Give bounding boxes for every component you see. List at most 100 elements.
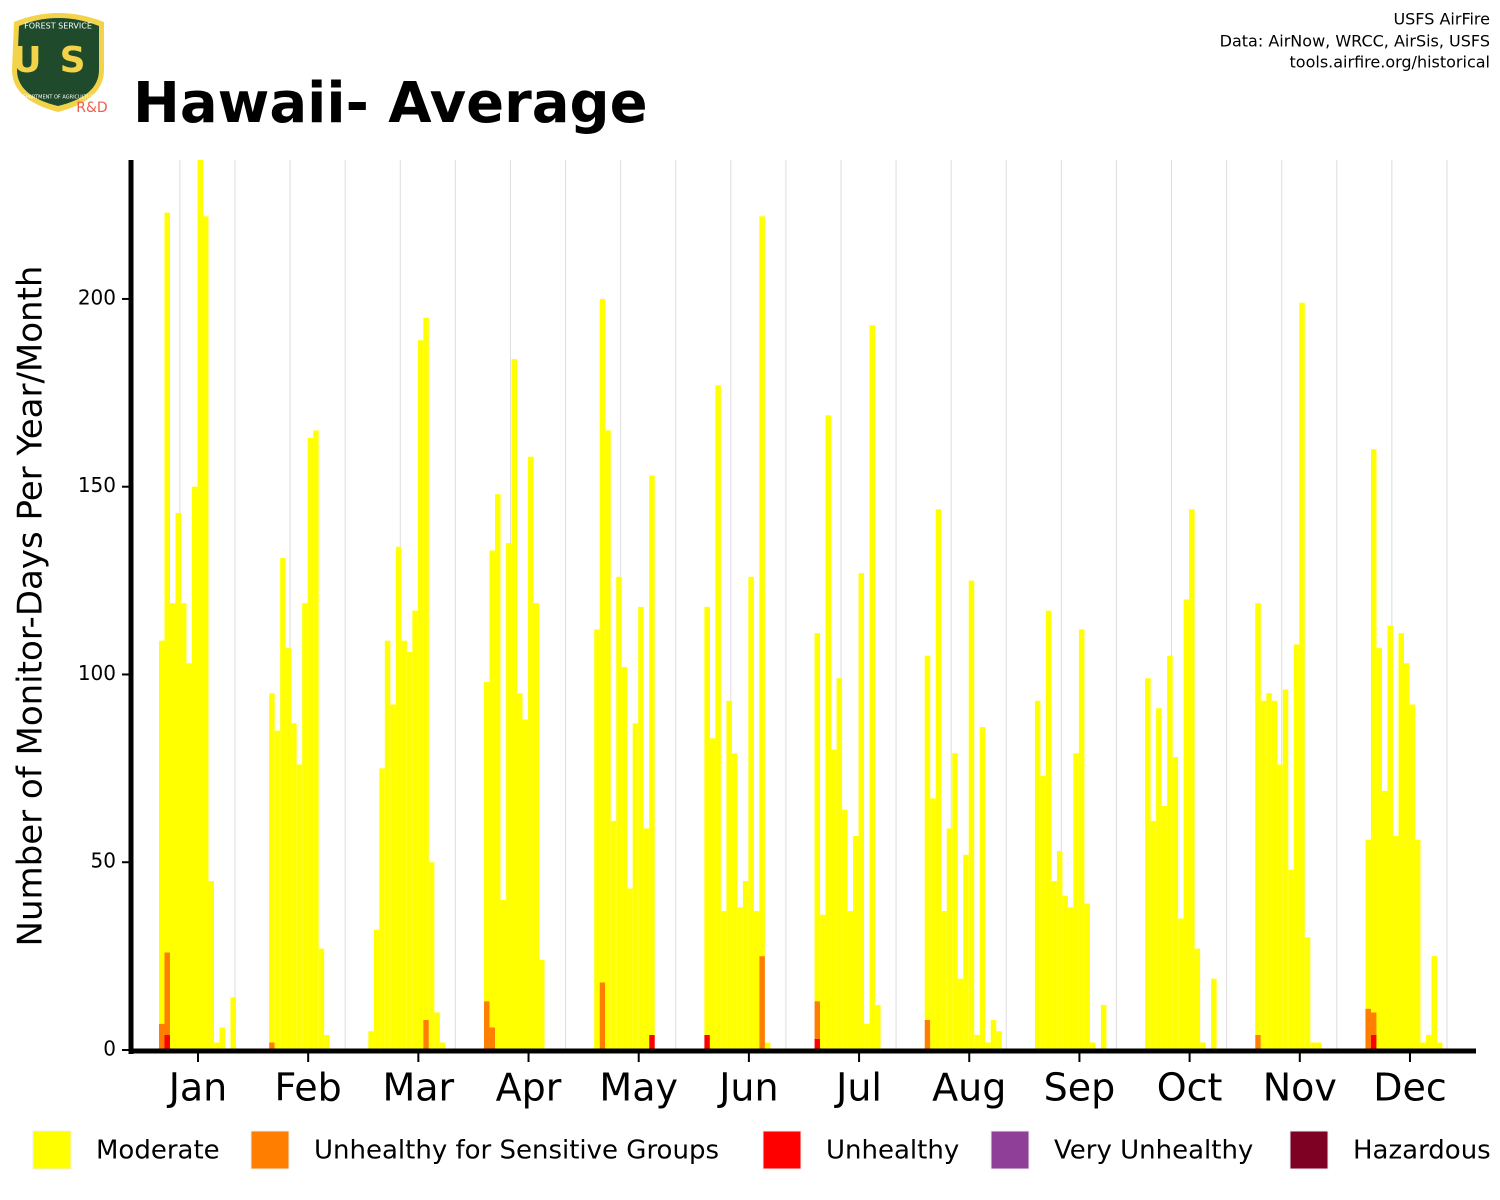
bar-segment bbox=[924, 655, 931, 1020]
x-tick-label: May bbox=[599, 1066, 678, 1110]
bar-segment bbox=[858, 573, 865, 1050]
bar-segment bbox=[324, 1034, 330, 1050]
legend-swatch bbox=[250, 1130, 290, 1170]
bar-segment bbox=[1056, 850, 1063, 1050]
bar-segment bbox=[175, 512, 181, 1050]
bar-segment bbox=[985, 1042, 991, 1050]
y-tick-label: 50 bbox=[91, 849, 116, 873]
bar-segment bbox=[285, 648, 292, 1050]
x-tick-label: Aug bbox=[932, 1066, 1006, 1110]
bar-segment bbox=[1183, 599, 1190, 1050]
bar-segment bbox=[1381, 790, 1388, 1050]
bar-segment bbox=[1315, 1042, 1322, 1050]
bar-segment bbox=[511, 359, 518, 1050]
bar-segment bbox=[1420, 1042, 1426, 1050]
bar-segment bbox=[764, 1042, 771, 1050]
bar-segment bbox=[368, 1031, 374, 1050]
y-tick-label: 100 bbox=[78, 661, 116, 685]
bar-segment bbox=[1150, 820, 1157, 1050]
bar-segment bbox=[280, 558, 286, 1050]
bar-segment bbox=[814, 1001, 821, 1039]
bar-segment bbox=[164, 1034, 170, 1050]
bar-segment bbox=[495, 494, 501, 1050]
y-tick-label: 150 bbox=[78, 473, 116, 497]
bar-segment bbox=[924, 1019, 931, 1050]
bar-segment bbox=[313, 430, 319, 1050]
bar-segment bbox=[649, 475, 655, 1035]
bar-segment bbox=[384, 640, 391, 1050]
bar-segment bbox=[395, 546, 402, 1050]
x-tick-label: Sep bbox=[1044, 1066, 1116, 1110]
bar-segment bbox=[186, 663, 192, 1050]
bar-segment bbox=[423, 1019, 429, 1050]
bar-segment bbox=[158, 1023, 165, 1050]
legend-label: Unhealthy for Sensitive Groups bbox=[314, 1136, 719, 1166]
bar-segment bbox=[1255, 603, 1261, 1035]
bar-segment bbox=[417, 340, 424, 1050]
bar-segment bbox=[522, 719, 529, 1050]
bar-segment bbox=[1409, 704, 1415, 1050]
x-tick-label: Mar bbox=[382, 1066, 454, 1110]
bar-segment bbox=[1062, 896, 1068, 1050]
bar-segment bbox=[869, 325, 876, 1050]
bar-segment bbox=[814, 633, 821, 1002]
bar-segment bbox=[990, 1019, 997, 1050]
bar-segment bbox=[434, 1012, 440, 1050]
bar-segment bbox=[208, 881, 214, 1050]
bar-segment bbox=[748, 576, 754, 1050]
y-tick-label: 200 bbox=[78, 285, 116, 309]
bar-segment bbox=[831, 749, 837, 1050]
bar-segment bbox=[1282, 689, 1289, 1050]
legend-label: Unhealthy bbox=[826, 1136, 959, 1166]
bar-segment bbox=[517, 693, 523, 1050]
bar-segment bbox=[489, 1027, 496, 1050]
bar-segment bbox=[1392, 835, 1399, 1050]
legend-swatch bbox=[1289, 1130, 1329, 1170]
bar-segment bbox=[731, 753, 738, 1050]
y-tick-label: 0 bbox=[103, 1037, 116, 1061]
credit: Data: AirNow, WRCC, AirSis, USFS bbox=[1220, 32, 1490, 51]
bar-segment bbox=[1045, 610, 1052, 1050]
x-tick-label: Apr bbox=[496, 1066, 562, 1110]
bar-segment bbox=[643, 828, 650, 1050]
bar-segment bbox=[935, 509, 942, 1051]
logo-shield bbox=[17, 18, 99, 106]
bar-segment bbox=[484, 1001, 490, 1050]
bar-segment bbox=[1178, 918, 1184, 1050]
logo-top: FOREST SERVICE bbox=[24, 22, 92, 31]
bar-segment bbox=[1100, 1004, 1107, 1050]
bar-segment bbox=[191, 486, 198, 1050]
bar-segment bbox=[1034, 700, 1041, 1050]
bar-segment bbox=[539, 959, 545, 1050]
legend-label: Moderate bbox=[96, 1136, 220, 1166]
bar-segment bbox=[428, 862, 435, 1050]
bar-segment bbox=[814, 1038, 821, 1050]
logo: FOREST SERVICE US DEPARTMENT OF AGRICULT… bbox=[12, 13, 108, 116]
chart-title: Hawaii- Average bbox=[133, 71, 648, 136]
bar-segment bbox=[1403, 663, 1410, 1050]
bar-segment bbox=[164, 212, 170, 953]
bar-segment bbox=[197, 160, 203, 1050]
bar-segment bbox=[742, 881, 749, 1050]
bar-segment bbox=[269, 693, 275, 1043]
bar-segment bbox=[737, 907, 743, 1050]
bar-segment bbox=[1073, 753, 1079, 1050]
bar-segment bbox=[1376, 648, 1382, 1050]
bar-segment bbox=[649, 1034, 655, 1050]
bar-segment bbox=[1387, 625, 1393, 1050]
bar-segment bbox=[1172, 757, 1179, 1050]
bar-segment bbox=[528, 456, 534, 1051]
bar-segment bbox=[952, 753, 958, 1050]
bar-segment bbox=[1370, 1012, 1377, 1035]
bar-segment bbox=[715, 385, 721, 1050]
bar-segment bbox=[704, 606, 710, 1035]
bar-segment bbox=[506, 543, 512, 1050]
bar-segment bbox=[269, 1042, 275, 1050]
bar-segment bbox=[627, 888, 633, 1050]
x-tick-label: Nov bbox=[1263, 1066, 1337, 1110]
bar-segment bbox=[296, 764, 303, 1050]
bar-segment bbox=[1211, 978, 1217, 1050]
bar-segment bbox=[853, 835, 859, 1050]
bar-segment bbox=[302, 603, 308, 1050]
bar-segment bbox=[720, 911, 727, 1050]
